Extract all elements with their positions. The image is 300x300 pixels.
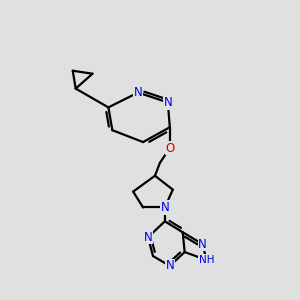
Text: O: O: [165, 142, 174, 154]
Text: NH: NH: [199, 255, 214, 265]
Text: N: N: [165, 260, 174, 272]
Text: N: N: [198, 238, 207, 250]
Text: N: N: [144, 231, 152, 244]
Text: N: N: [160, 201, 169, 214]
Text: N: N: [164, 96, 172, 109]
Text: N: N: [134, 86, 142, 99]
